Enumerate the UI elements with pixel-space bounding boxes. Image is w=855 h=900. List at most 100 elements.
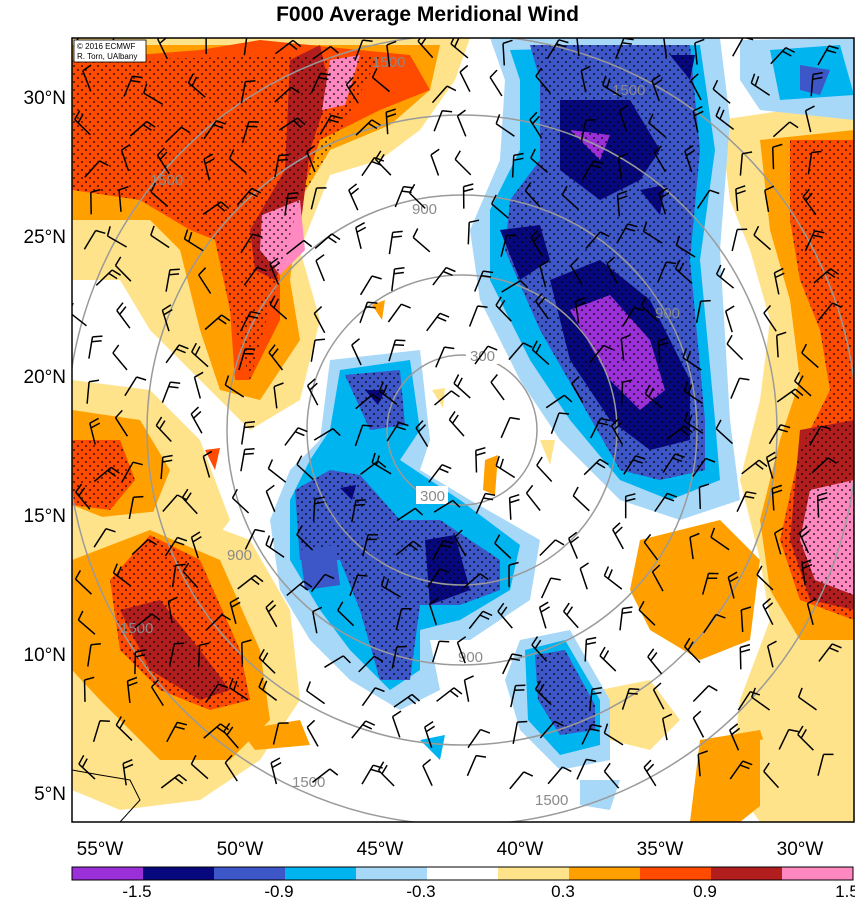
wind-barb [778, 728, 799, 750]
ring-label-900-north: 900 [412, 201, 437, 218]
wind-barb [643, 533, 659, 561]
wind-barb [164, 126, 191, 144]
wind-barb [432, 539, 454, 561]
wind-barb [310, 187, 327, 210]
wind-barb [724, 305, 735, 333]
wind-barb [205, 614, 231, 631]
wind-barb [244, 528, 265, 550]
wind-barb [203, 723, 230, 739]
wind-barb [497, 602, 513, 629]
wind-barb [809, 425, 831, 446]
ring-label-1500-northeast: 1500 [612, 82, 645, 99]
wind-barb [657, 336, 669, 363]
wind-barb [763, 762, 780, 789]
wind-barb [198, 267, 212, 294]
wind-barb [224, 754, 238, 782]
wind-barb [801, 559, 813, 586]
wind-barb [203, 119, 227, 140]
wind-barb [433, 109, 453, 132]
wind-barb [509, 771, 534, 790]
wind-barb [490, 374, 505, 401]
wind-barb [463, 675, 474, 702]
positive-anomaly-west [72, 380, 230, 560]
wind-barb [657, 261, 677, 283]
wind-barb [817, 753, 834, 776]
wind-barb [531, 636, 548, 662]
wind-barb [562, 602, 579, 629]
wind-barbs [72, 38, 842, 790]
wind-barb [385, 108, 397, 135]
wind-barb [258, 677, 278, 701]
wind-barb [606, 256, 618, 284]
lat-label-20n: 20°N [24, 367, 66, 388]
wind-barb [310, 573, 335, 593]
wind-barb [661, 713, 673, 741]
colorbar-swatches [72, 867, 854, 880]
wind-barb [545, 394, 573, 409]
wind-barb [662, 453, 685, 473]
wind-barb [602, 75, 623, 98]
wind-barb [715, 419, 734, 445]
wind-barb [268, 344, 284, 371]
wind-barb [502, 653, 523, 675]
wind-barb [355, 393, 382, 410]
wind-barb [354, 39, 373, 61]
credit-line-1: © 2016 ECMWF [77, 42, 135, 51]
wind-barb [345, 76, 359, 104]
wind-barb [284, 191, 299, 216]
wind-barb [183, 229, 204, 252]
wind-barb [126, 676, 138, 703]
negative-anomaly-south [420, 630, 620, 810]
wind-barb [193, 371, 204, 399]
wind-barb [495, 114, 515, 137]
wind-barb [431, 85, 457, 104]
wind-barb [456, 109, 467, 137]
wind-barb [502, 39, 513, 66]
wind-barb [511, 152, 524, 178]
wind-barb [205, 38, 207, 55]
colorbar-swatch [569, 867, 641, 880]
colorbar-swatch [72, 867, 144, 880]
wind-barb [690, 73, 702, 101]
colorbar-label-1-5: 1.5 [835, 882, 855, 900]
colorbar-label-0-9: 0.9 [693, 882, 717, 900]
wind-barb [269, 295, 288, 320]
wind-barb [623, 455, 646, 475]
wind-barb [624, 493, 636, 519]
wind-barb [467, 219, 480, 245]
wind-barb [417, 38, 434, 59]
wind-barb [258, 648, 276, 674]
wind-barb [804, 230, 825, 252]
wind-barb [203, 153, 215, 181]
wind-barb [692, 457, 716, 477]
lon-label-50w: 50°W [217, 839, 264, 860]
wind-barb [621, 687, 640, 710]
wind-barb [712, 79, 731, 104]
colorbar-swatch [782, 867, 854, 880]
wind-barb [82, 64, 92, 92]
wind-barb [666, 425, 693, 440]
latitude-axis: 30°N 25°N 20°N 15°N 10°N 5°N [24, 88, 66, 805]
wind-barb [802, 188, 817, 216]
wind-barb [818, 643, 842, 662]
wind-barb [166, 721, 188, 743]
wind-barb [806, 598, 817, 625]
wind-barb [736, 491, 757, 513]
wind-barb [475, 446, 486, 473]
ring-label-300-south: 300 [420, 488, 445, 505]
wind-barb [801, 343, 819, 369]
wind-barb [296, 525, 314, 551]
wind-barb [371, 452, 392, 475]
colorbar: -1.5 -0.9 -0.3 0.3 0.9 1.5 [71, 866, 855, 900]
wind-barb [683, 381, 704, 405]
wind-barb [763, 305, 777, 332]
wind-barb [134, 613, 161, 629]
wind-barb [310, 338, 326, 362]
wind-barb [388, 339, 406, 362]
wind-barb [391, 645, 407, 669]
wind-barb [658, 187, 670, 215]
wind-barb [124, 376, 147, 397]
coastline [72, 769, 141, 822]
wind-barb [524, 181, 541, 208]
